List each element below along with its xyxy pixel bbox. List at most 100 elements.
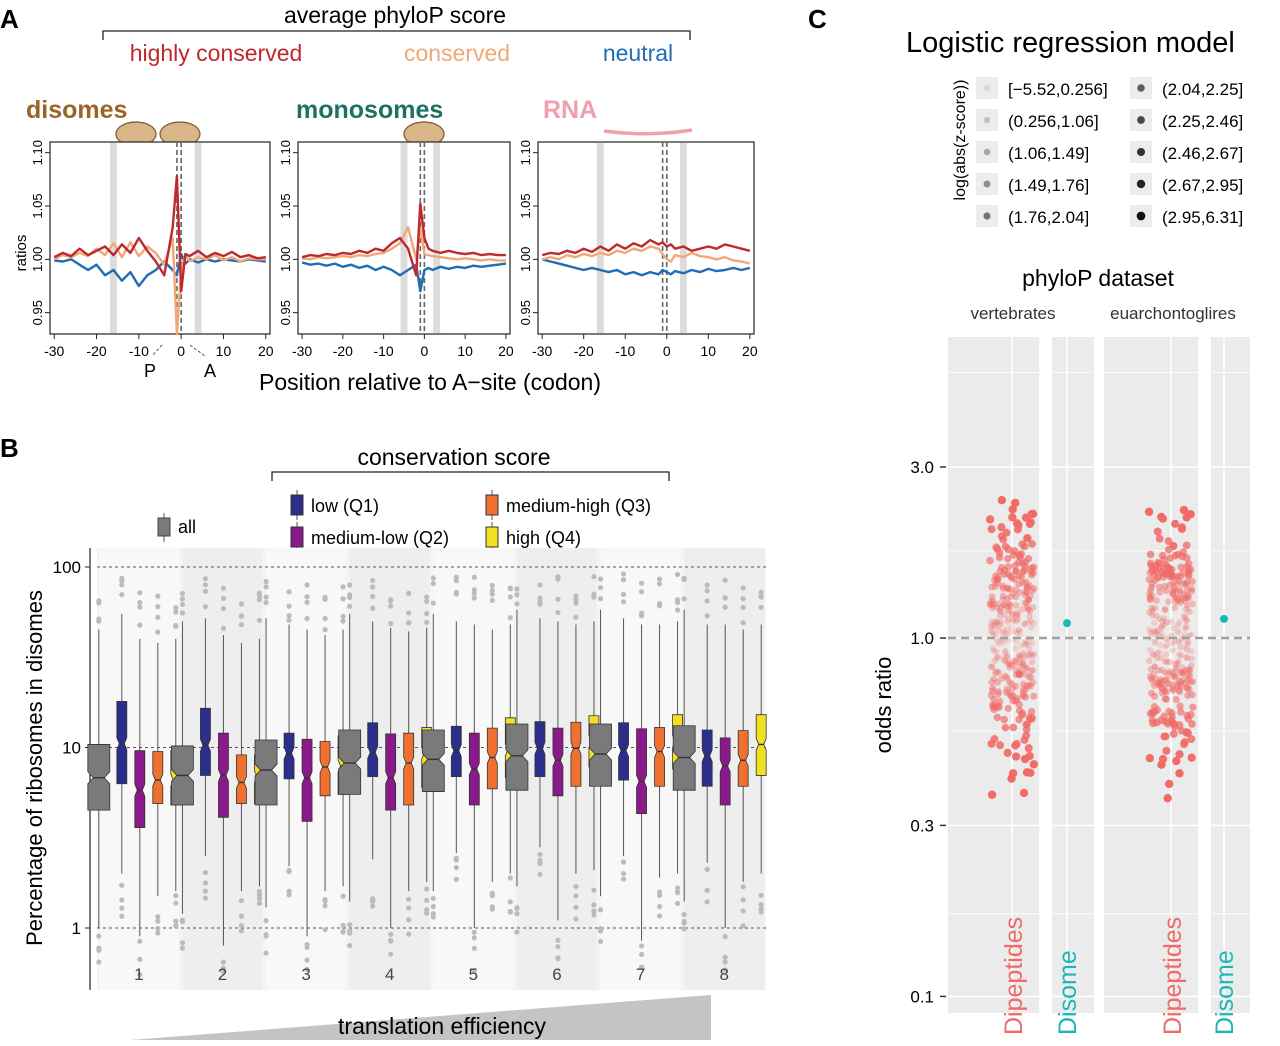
- dipeptide-point: [1019, 788, 1029, 798]
- dipeptide-point: [1169, 669, 1176, 677]
- outlier: [453, 574, 459, 580]
- dipeptide-point: [987, 663, 995, 671]
- outlier: [340, 618, 346, 624]
- outlier: [597, 938, 604, 945]
- outlier: [155, 604, 161, 610]
- dipeptide-point: [1182, 594, 1190, 601]
- dipeptide-point: [1022, 664, 1030, 672]
- dipeptide-point: [1150, 682, 1158, 689]
- dipeptide-point: [1177, 639, 1184, 647]
- line-conserved: [301, 226, 506, 262]
- dipeptide-point: [1147, 666, 1155, 673]
- dipeptide-point: [993, 604, 1001, 611]
- dipeptide-point: [1014, 609, 1021, 616]
- box-q1: [450, 725, 462, 777]
- dipeptide-point: [1184, 602, 1191, 609]
- outlier: [220, 965, 227, 971]
- outlier: [340, 596, 346, 602]
- legend-label-q1: low (Q1): [311, 496, 379, 516]
- outlier: [256, 892, 263, 898]
- bin-label: 6: [552, 965, 561, 984]
- outlier: [620, 577, 627, 583]
- conservation-bracket-title: conservation score: [357, 444, 550, 470]
- outlier: [537, 871, 543, 877]
- legend-key-all: [157, 513, 171, 542]
- outlier: [555, 596, 561, 602]
- dipeptide-point: [988, 618, 995, 625]
- dipeptide-point: [1181, 597, 1189, 605]
- dipeptide-point: [988, 583, 996, 591]
- dipeptide-point: [1183, 605, 1190, 613]
- dipeptide-point: [1006, 678, 1013, 686]
- dipeptide-point: [1016, 671, 1024, 679]
- dipeptide-point: [1183, 711, 1191, 720]
- outlier: [202, 869, 209, 876]
- y-tick-label: 0.1: [910, 987, 934, 1006]
- dipeptide-point: [989, 687, 997, 695]
- dipeptide-point: [1163, 619, 1170, 626]
- dipeptide-point: [997, 523, 1006, 532]
- dipeptide-point: [1021, 620, 1028, 628]
- dipeptide-point: [1155, 626, 1162, 634]
- outlier: [656, 581, 663, 587]
- dipeptide-point: [995, 640, 1002, 647]
- outlier: [681, 926, 687, 932]
- dipeptide-point: [996, 626, 1003, 634]
- legend-label-q4: high (Q4): [506, 528, 581, 548]
- legend-label: (1.49,1.76]: [1008, 176, 1089, 195]
- outlier: [155, 614, 161, 620]
- site-shading: [400, 143, 408, 333]
- dipeptide-point: [1000, 601, 1008, 609]
- outlier: [322, 898, 328, 904]
- outlier: [573, 600, 579, 606]
- dipeptide-point: [1003, 631, 1010, 638]
- outlier: [430, 895, 436, 902]
- dipeptide-point: [991, 657, 999, 664]
- dipeptide-point: [1159, 617, 1166, 625]
- dipeptide-point: [1018, 668, 1025, 676]
- dipeptide-point: [1152, 629, 1160, 636]
- outlier: [573, 893, 579, 899]
- dipeptide-point: [1004, 595, 1011, 602]
- dipeptide-point: [1151, 604, 1159, 612]
- dipeptide-point: [1156, 676, 1164, 683]
- dipeptide-point: [1151, 619, 1158, 627]
- dipeptide-point: [1182, 541, 1191, 550]
- box-all: [505, 723, 529, 791]
- outlier: [620, 859, 627, 865]
- dipeptide-point: [989, 663, 996, 670]
- outlier: [674, 889, 681, 895]
- dipeptide-point: [1025, 596, 1032, 604]
- outlier: [638, 951, 645, 958]
- box-q2: [301, 738, 313, 822]
- legend-label: (1.76,2.04]: [1008, 208, 1089, 227]
- outlier: [388, 598, 394, 604]
- dipeptide-point: [1003, 584, 1011, 592]
- outlier: [322, 927, 328, 933]
- dipeptide-point: [1169, 686, 1177, 694]
- dipeptide-point: [988, 593, 996, 600]
- outlier: [119, 575, 125, 581]
- outlier: [96, 947, 102, 953]
- outlier: [507, 594, 513, 600]
- dipeptide-point: [1025, 651, 1032, 658]
- dipeptide-point: [1163, 636, 1170, 643]
- dipeptide-point: [1147, 630, 1154, 637]
- dipeptide-point: [1185, 667, 1193, 675]
- outlier: [340, 613, 346, 619]
- outlier: [758, 589, 764, 596]
- dipeptide-point: [992, 624, 999, 631]
- outlier: [263, 918, 269, 924]
- dipeptide-point: [997, 618, 1005, 625]
- outlier: [370, 903, 376, 909]
- dipeptide-point: [1185, 685, 1193, 693]
- facet-label-vertebrates: vertebrates: [970, 304, 1055, 323]
- dipeptide-point: [1146, 672, 1154, 680]
- dipeptide-point: [1023, 589, 1030, 597]
- outlier: [304, 616, 310, 622]
- dipeptide-point: [1019, 659, 1026, 667]
- outlier: [507, 615, 513, 621]
- outlier: [370, 593, 376, 600]
- dipeptide-point: [1007, 628, 1014, 635]
- dipeptide-point: [1162, 746, 1171, 755]
